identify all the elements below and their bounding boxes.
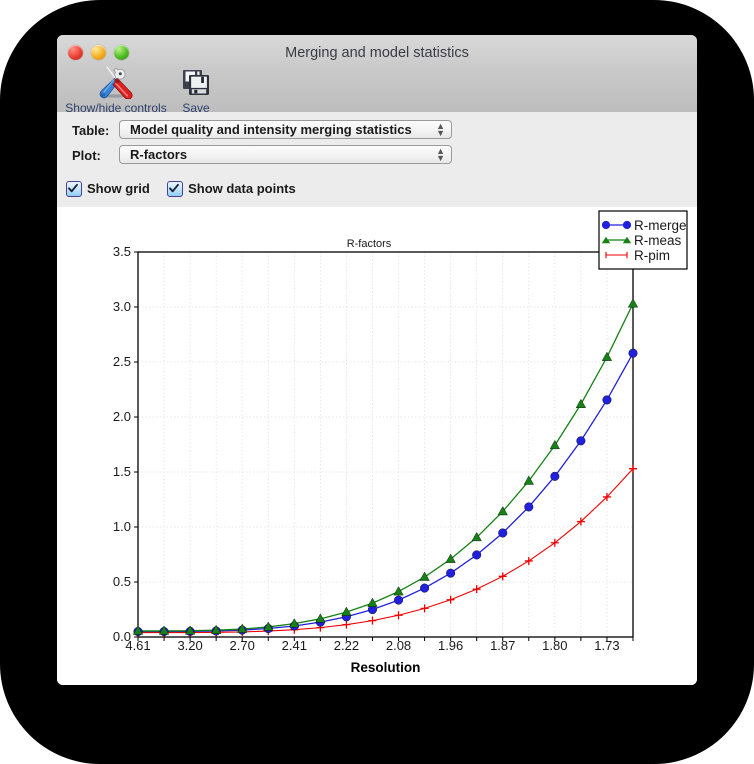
svg-text:Resolution: Resolution xyxy=(351,660,421,675)
svg-text:2.22: 2.22 xyxy=(334,638,359,653)
svg-text:1.87: 1.87 xyxy=(490,638,515,653)
svg-text:R-meas: R-meas xyxy=(634,233,682,248)
svg-text:R-merge: R-merge xyxy=(634,218,687,233)
svg-text:3.5: 3.5 xyxy=(113,244,131,259)
svg-text:R-pim: R-pim xyxy=(634,248,670,263)
svg-text:R-factors: R-factors xyxy=(347,238,392,250)
svg-text:2.41: 2.41 xyxy=(282,638,307,653)
svg-text:2.08: 2.08 xyxy=(386,638,411,653)
svg-text:3.20: 3.20 xyxy=(177,638,202,653)
svg-text:1.80: 1.80 xyxy=(542,638,567,653)
svg-text:1.0: 1.0 xyxy=(113,519,131,534)
svg-text:1.73: 1.73 xyxy=(594,638,619,653)
svg-text:2.70: 2.70 xyxy=(230,638,255,653)
svg-text:2.5: 2.5 xyxy=(113,354,131,369)
svg-text:1.5: 1.5 xyxy=(113,464,131,479)
svg-text:1.96: 1.96 xyxy=(438,638,463,653)
svg-text:0.5: 0.5 xyxy=(113,574,131,589)
svg-text:2.0: 2.0 xyxy=(113,409,131,424)
svg-text:4.61: 4.61 xyxy=(125,638,150,653)
svg-text:3.0: 3.0 xyxy=(113,299,131,314)
